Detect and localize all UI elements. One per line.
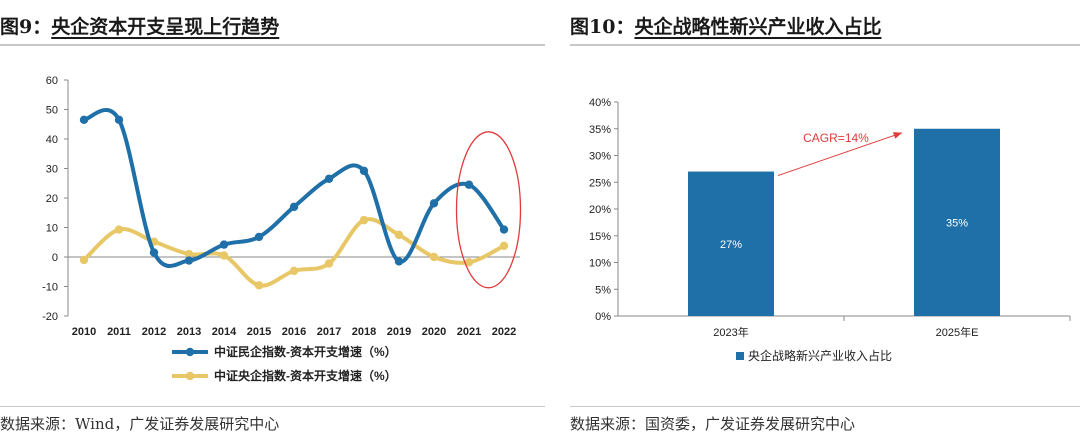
x-tick-label: 2017	[317, 326, 341, 338]
data-point	[79, 115, 89, 125]
right-figure-number: 图10：	[570, 16, 635, 38]
data-point	[149, 248, 159, 257]
y-tick-label: -10	[42, 282, 58, 294]
data-point	[184, 256, 194, 265]
x-tick-label: 2018	[352, 326, 376, 338]
y-tick-label: 35%	[589, 124, 611, 136]
left-footer-rule	[0, 406, 545, 407]
x-tick-label: 2010	[72, 326, 96, 338]
legend-swatch	[736, 352, 744, 360]
data-point	[359, 166, 369, 176]
right-figure-title-text: 央企战略性新兴产业收入占比	[634, 16, 882, 38]
data-point	[254, 281, 264, 290]
data-point	[289, 266, 299, 276]
y-tick-label: 10	[46, 223, 58, 235]
y-tick-label: 40	[46, 134, 58, 146]
x-tick-label: 2013	[177, 326, 201, 338]
y-tick-label: 0%	[595, 311, 611, 323]
data-point	[429, 252, 439, 262]
left-title-rule	[0, 44, 545, 46]
right-title-rule	[570, 44, 1080, 46]
x-tick-label: 2012	[142, 326, 166, 338]
left-figure: 图9：央企资本开支呈现上行趋势 -20 -10 0 10 20 30 40 50 60 2010 2…	[0, 12, 545, 433]
data-point	[114, 115, 124, 125]
legend-swatch-marker	[185, 347, 195, 357]
data-point	[184, 249, 194, 259]
data-point	[394, 257, 404, 266]
x-tick-label: 2023年	[713, 325, 748, 339]
x-tick-label: 2014	[212, 326, 237, 338]
legend-label: 央企战略新兴产业收入占比	[748, 348, 892, 363]
data-point	[359, 215, 369, 225]
bar-data-label: 27%	[720, 239, 742, 251]
series-line-1	[82, 108, 506, 268]
y-tick-label: 50	[46, 105, 58, 117]
data-point	[464, 258, 474, 267]
x-tick-label: 2011	[107, 326, 131, 338]
y-tick-label: 60	[46, 75, 58, 87]
data-point	[499, 241, 509, 250]
legend-label: 中证央企指数-资本开支增速（%）	[214, 368, 397, 383]
right-source-note: 数据来源：国资委，广发证券发展研究中心	[570, 415, 856, 433]
x-tick-label: 2015	[247, 326, 271, 338]
x-tick-label: 2025年E	[936, 325, 979, 339]
data-point	[464, 180, 474, 189]
y-tick-label: 10%	[589, 258, 611, 270]
x-tick-label: 2016	[282, 326, 306, 338]
left-figure-number: 图9：	[0, 16, 52, 38]
y-tick-label: 30%	[589, 151, 611, 163]
y-tick-label: 5%	[595, 284, 611, 296]
data-point	[114, 225, 124, 234]
data-point	[79, 255, 89, 265]
data-point	[394, 230, 404, 240]
data-point	[219, 240, 229, 249]
legend-swatch-marker	[185, 371, 195, 381]
line-chart: -20 -10 0 10 20 30 40 50 60 2010 2011 2012 2013 2014 2…	[42, 75, 522, 383]
data-point	[254, 232, 264, 242]
left-figure-title-text: 央企资本开支呈现上行趋势	[51, 16, 280, 38]
y-tick-label: 15%	[589, 231, 611, 243]
data-point	[429, 199, 439, 208]
y-tick-label: 0	[52, 252, 58, 264]
cagr-arrow-line	[777, 132, 903, 177]
right-figure-title: 图10：央企战略性新兴产业收入占比	[570, 12, 881, 39]
highlight-ellipse	[455, 131, 522, 289]
y-tick-label: 20%	[589, 204, 611, 216]
bar	[914, 128, 1000, 316]
right-footer-rule	[570, 406, 1080, 407]
y-tick-label: 25%	[589, 177, 611, 189]
x-tick-label: 2022	[492, 326, 516, 338]
bar	[688, 171, 774, 316]
data-point	[324, 259, 334, 268]
data-point	[324, 174, 334, 184]
x-tick-label: 2020	[422, 326, 446, 338]
y-tick-label: 30	[46, 164, 58, 176]
legend-label: 中证民企指数-资本开支增速（%）	[214, 344, 397, 359]
x-tick-label: 2019	[387, 326, 411, 338]
y-tick-label: 40%	[589, 97, 611, 109]
x-tick-label: 2021	[457, 326, 481, 338]
cagr-annotation: CAGR=14%	[803, 131, 869, 145]
bar-data-label: 35%	[946, 217, 968, 229]
y-tick-label: -20	[42, 311, 58, 323]
right-figure: 图10：央企战略性新兴产业收入占比 0% 5% 10% 15% 20% 25% 30% 35%…	[570, 0, 1080, 440]
data-point	[219, 251, 229, 260]
left-figure-title: 图9：央企资本开支呈现上行趋势	[0, 12, 279, 39]
data-point	[289, 202, 299, 212]
y-tick-label: 20	[46, 193, 58, 205]
bar-chart: 0% 5% 10% 15% 20% 25% 30% 35% 40% 27% 2023年 35% 2025…	[589, 97, 1071, 363]
cagr-arrow-head	[893, 132, 902, 139]
left-source-note: 数据来源：Wind，广发证券发展研究中心	[0, 415, 280, 433]
data-point	[499, 225, 509, 234]
